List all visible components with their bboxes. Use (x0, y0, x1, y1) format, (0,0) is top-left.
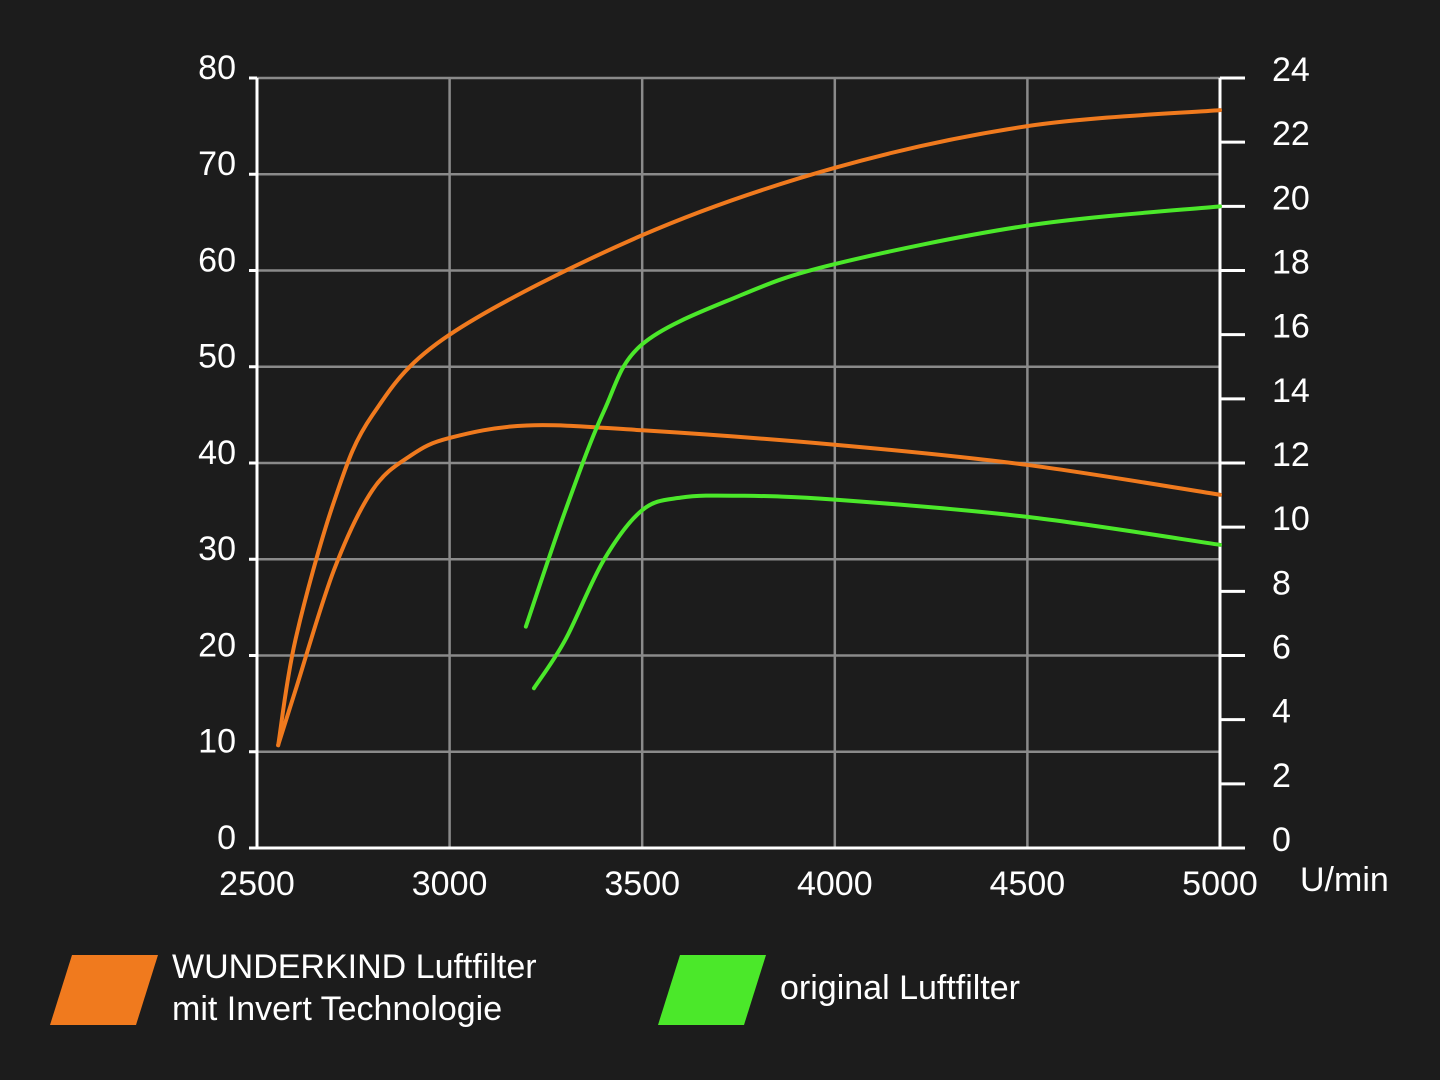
y2-tick-label: 16 (1272, 308, 1310, 346)
x-tick-label: 5000 (1182, 865, 1258, 903)
line (523, 204, 1222, 629)
y-tick-label: 10 (198, 723, 236, 761)
y2-tick-label: 22 (1272, 115, 1310, 153)
y2-tick-label: 6 (1272, 628, 1291, 666)
y2-tick-label: 24 (1272, 51, 1310, 89)
y2-tick-label: 4 (1272, 693, 1291, 731)
line (531, 493, 1222, 691)
legend-label: original Luftfilter (780, 969, 1020, 1007)
y-tick-label: 60 (198, 241, 236, 279)
y2-tick-label: 12 (1272, 436, 1310, 474)
y2-tick-label: 2 (1272, 757, 1291, 795)
legend-swatch (50, 955, 158, 1025)
y2-tick-label: 10 (1272, 500, 1310, 538)
y-tick-label: 80 (198, 49, 236, 87)
x-tick-label: 4000 (797, 865, 873, 903)
y2-tick-label: 18 (1272, 243, 1310, 281)
y2-tick-label: 14 (1272, 372, 1310, 410)
line (276, 108, 1222, 748)
legend-label: WUNDERKIND Luftfilter (172, 948, 537, 986)
y-tick-label: 20 (198, 626, 236, 664)
legend-label: mit Invert Technologie (172, 990, 502, 1028)
y2-tick-label: 8 (1272, 564, 1291, 602)
x-axis-label: U/min (1300, 861, 1389, 899)
x-tick-label: 2500 (219, 865, 295, 903)
y-tick-label: 50 (198, 338, 236, 376)
y-tick-label: 70 (198, 145, 236, 183)
line (276, 423, 1222, 748)
y-tick-label: 0 (217, 819, 236, 857)
y2-tick-label: 0 (1272, 821, 1291, 859)
y-tick-label: 30 (198, 530, 236, 568)
x-tick-label: 3500 (604, 865, 680, 903)
legend-swatch (658, 955, 766, 1025)
y-tick-label: 40 (198, 434, 236, 472)
y2-tick-label: 20 (1272, 179, 1310, 217)
x-tick-label: 4500 (990, 865, 1066, 903)
x-tick-label: 3000 (412, 865, 488, 903)
